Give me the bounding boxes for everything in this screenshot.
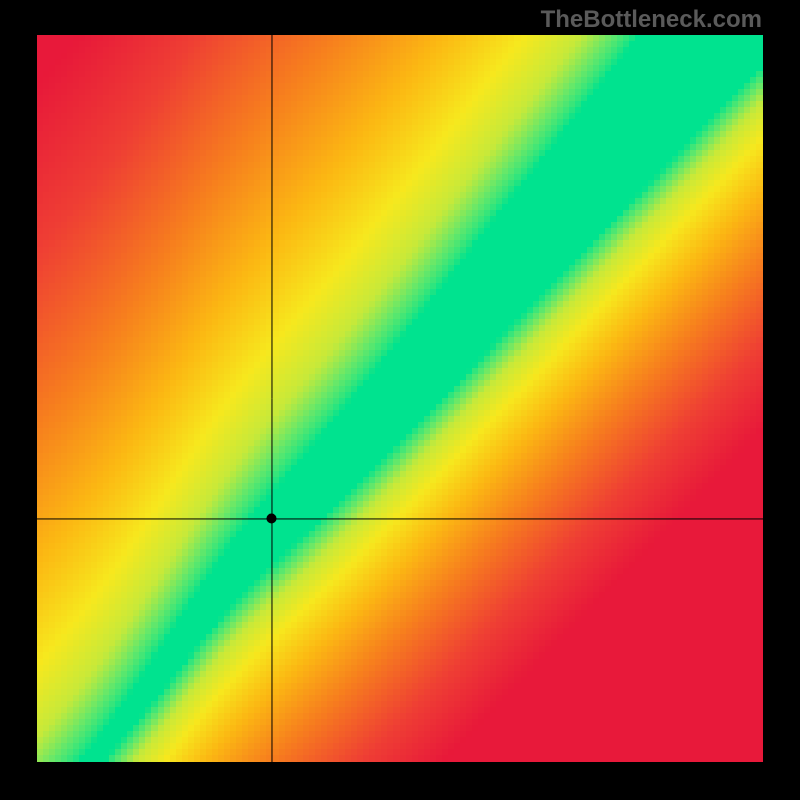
heatmap-plot bbox=[37, 35, 763, 762]
watermark-text: TheBottleneck.com bbox=[541, 6, 762, 34]
chart-frame: TheBottleneck.com bbox=[0, 0, 800, 800]
heatmap-canvas bbox=[37, 35, 763, 762]
